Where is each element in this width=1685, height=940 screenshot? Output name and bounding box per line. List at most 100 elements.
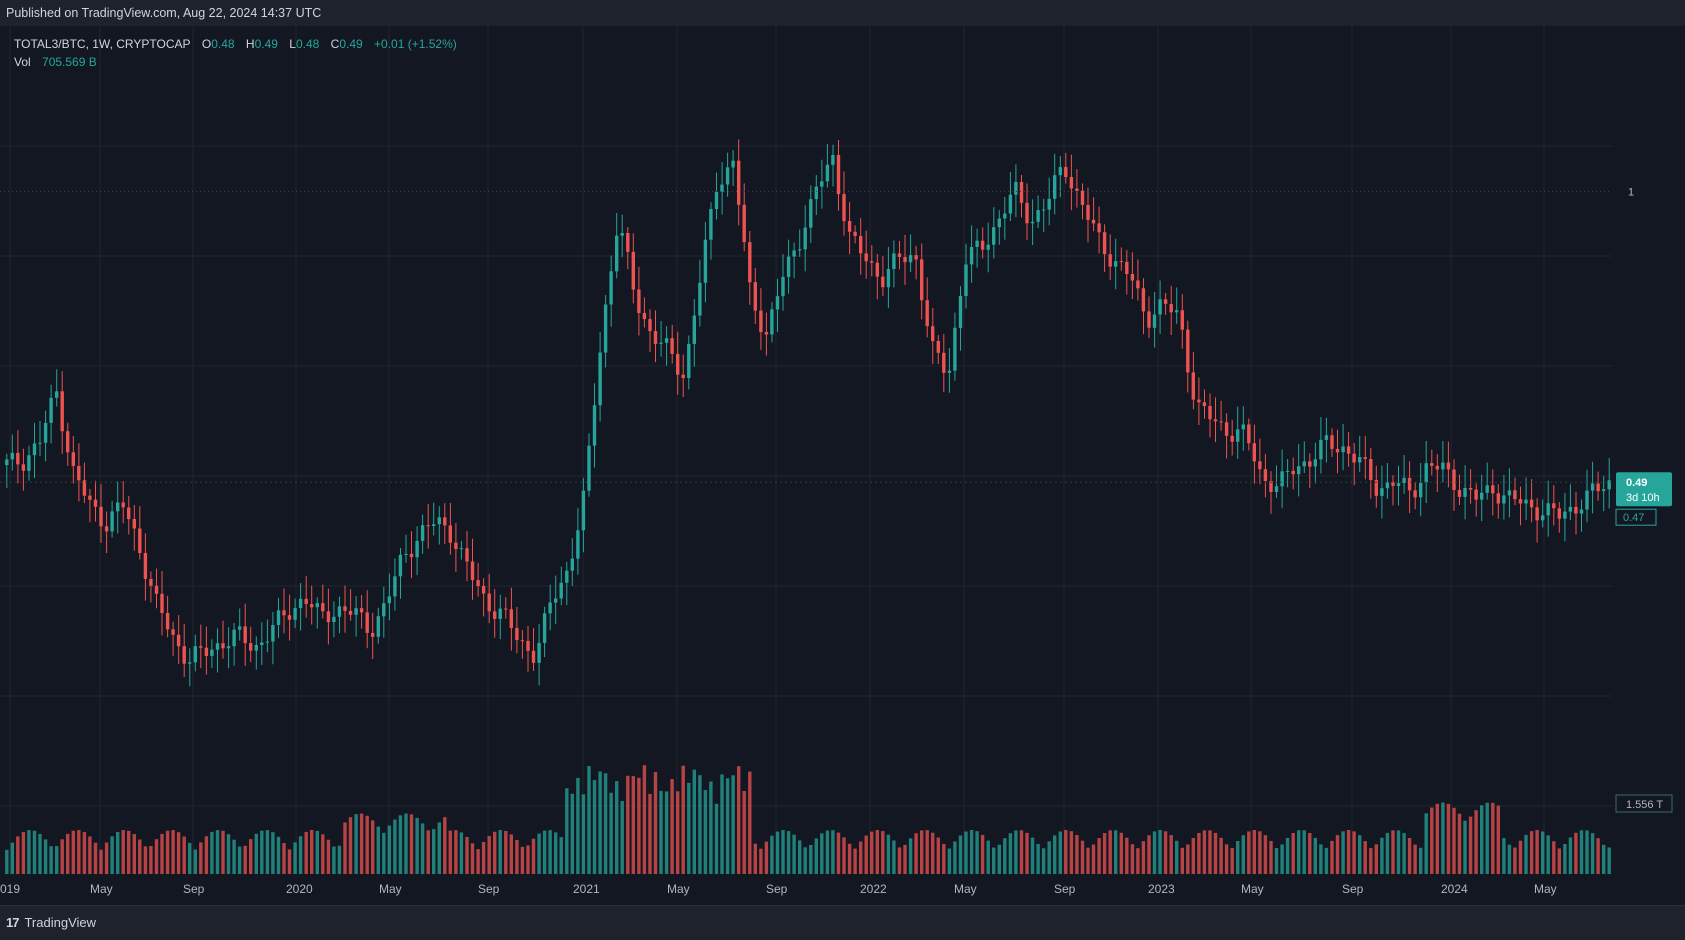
volume-bar (1319, 844, 1323, 874)
volume-bar (1557, 848, 1561, 874)
candle-body (476, 580, 480, 586)
volume-bar (293, 842, 297, 874)
candle-body (925, 300, 929, 327)
candle-body (992, 227, 996, 245)
candle-body (1163, 299, 1168, 304)
volume-bar (55, 846, 59, 874)
volume-bar (1419, 847, 1423, 874)
candle-body (1596, 483, 1600, 492)
volume-bar (437, 822, 441, 874)
volume-bar (786, 831, 791, 874)
candle-body (953, 327, 957, 371)
candle-body (554, 598, 558, 603)
candle-body (193, 646, 197, 663)
volume-bar (343, 822, 347, 874)
tradingview-logo[interactable]: 17 TradingView (6, 915, 96, 930)
volume-bar (1269, 841, 1273, 874)
candle-body (260, 642, 264, 645)
candle-body (354, 608, 358, 615)
candle-body (1147, 311, 1151, 328)
candle-body (182, 646, 186, 664)
volume-bar (1335, 835, 1340, 874)
volume-bar (509, 834, 513, 874)
candle-body (171, 629, 175, 635)
x-axis-tick-label: 2023 (1148, 882, 1175, 896)
candle-body (581, 490, 586, 531)
volume-bar (1086, 847, 1090, 874)
vol-value: 705.569 B (42, 55, 97, 69)
chart-area[interactable]: 1 0.49 3d 10h 0.47 1.556 T 019 May Sep 2020 May Se… (0, 26, 1685, 904)
candle-body (160, 593, 164, 613)
candle-body (792, 250, 796, 257)
candle-body (310, 604, 314, 608)
candle-body (32, 443, 37, 456)
candle-body (1424, 463, 1428, 483)
candle-body (1513, 490, 1517, 500)
candle-body (842, 194, 846, 222)
volume-bar (570, 793, 574, 874)
candle-body (1607, 480, 1611, 490)
candle-body (5, 459, 9, 466)
volume-bar (1019, 830, 1024, 874)
brand-name: TradingView (24, 915, 97, 930)
published-text: Published on TradingView.com, Aug 22, 20… (6, 6, 322, 20)
volume-bar (1385, 832, 1390, 874)
volume-bar (337, 845, 342, 874)
volume-bar (581, 794, 586, 874)
candlestick-chart[interactable]: 1 0.49 3d 10h 0.47 1.556 T 019 May Sep 2020 May Se… (0, 26, 1685, 904)
candle-body (1324, 435, 1329, 440)
volume-bar (1535, 830, 1539, 874)
volume-bar (365, 815, 369, 874)
candle-body (942, 352, 946, 373)
volume-bar (969, 830, 974, 874)
candle-body (975, 240, 979, 247)
candle-body (980, 240, 985, 250)
candle-body (1507, 490, 1512, 496)
volume-bar (199, 842, 203, 874)
volume-bar (493, 831, 497, 874)
volume-bar (1413, 844, 1417, 874)
candle-body (432, 524, 436, 526)
volume-bar (1285, 837, 1290, 874)
x-axis-tick-label: Sep (766, 882, 788, 896)
volume-bar (770, 835, 774, 874)
volume-bar (1330, 840, 1334, 874)
volume-bar (836, 832, 841, 874)
candle-body (199, 646, 203, 648)
candle-body (127, 507, 131, 520)
candle-body (165, 613, 170, 630)
volume-bar (398, 815, 403, 874)
candle-body (1579, 509, 1584, 514)
candle-body (1374, 480, 1378, 496)
volume-bar (1524, 834, 1528, 874)
candle-body (836, 155, 841, 195)
candle-body (515, 627, 519, 641)
candle-body (1224, 422, 1229, 436)
x-axis-tick-label: May (954, 882, 977, 896)
volume-bar (1407, 838, 1412, 874)
candle-body (1236, 429, 1240, 442)
volume-bar (1219, 837, 1223, 874)
volume-bar (1236, 841, 1240, 874)
candle-body (1590, 483, 1595, 491)
candle-body (831, 155, 835, 165)
candle-body (1518, 499, 1523, 504)
volume-bar (1102, 833, 1107, 874)
candle-body (931, 326, 935, 342)
candle-body (786, 256, 791, 277)
volume-bar (664, 791, 669, 874)
volume-bar (16, 836, 20, 874)
volume-bar (287, 849, 292, 874)
candle-body (1391, 482, 1395, 486)
candle-body (1302, 461, 1306, 467)
volume-bar (276, 836, 281, 874)
candle-body (1463, 488, 1467, 497)
tradingview-logo-icon: 17 (6, 915, 20, 930)
candle-body (1241, 424, 1245, 430)
vol-label: Vol (14, 55, 31, 69)
x-axis-tick-label: May (1534, 882, 1557, 896)
candle-body (1524, 499, 1528, 504)
volume-bar (165, 830, 170, 874)
volume-bar (626, 775, 630, 874)
candle-body (287, 615, 292, 620)
